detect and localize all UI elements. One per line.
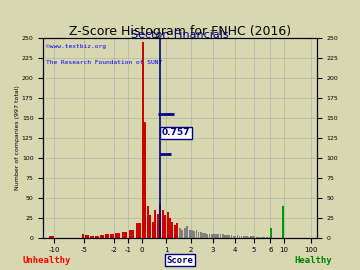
Bar <box>85 235 89 238</box>
Bar <box>259 237 260 238</box>
Text: Sector: Financials: Sector: Financials <box>131 30 229 40</box>
Bar <box>171 222 174 238</box>
Bar <box>213 234 215 238</box>
Bar <box>224 235 226 238</box>
Bar <box>237 235 238 238</box>
Bar <box>144 122 147 238</box>
Bar <box>217 234 219 238</box>
Bar <box>200 232 202 238</box>
Bar <box>115 233 121 238</box>
Bar <box>193 231 195 238</box>
Bar <box>202 233 204 238</box>
Bar <box>262 237 264 238</box>
Bar <box>136 223 141 238</box>
Bar <box>159 204 161 238</box>
Bar <box>49 236 54 238</box>
Bar <box>240 236 242 238</box>
Bar <box>256 237 257 238</box>
Bar <box>244 236 246 238</box>
Bar <box>211 234 213 238</box>
Text: ©www.textbiz.org: ©www.textbiz.org <box>46 44 106 49</box>
Bar <box>220 234 221 238</box>
Bar <box>174 225 176 238</box>
Bar <box>248 237 250 238</box>
Y-axis label: Number of companies (997 total): Number of companies (997 total) <box>15 85 20 190</box>
Bar <box>129 230 134 238</box>
Bar <box>195 230 197 238</box>
Bar <box>105 234 109 238</box>
Bar <box>147 206 149 238</box>
Bar <box>198 232 199 238</box>
Bar <box>230 235 232 238</box>
Bar <box>204 233 206 238</box>
Bar <box>261 237 262 238</box>
Bar <box>282 206 284 238</box>
Bar <box>176 223 179 238</box>
Bar <box>250 236 252 238</box>
Bar <box>207 234 208 238</box>
Bar <box>167 212 168 238</box>
Bar <box>184 228 186 238</box>
Bar <box>239 236 240 238</box>
Bar <box>81 234 84 238</box>
Bar <box>122 232 127 238</box>
Bar <box>100 235 104 238</box>
Bar <box>222 234 224 238</box>
Text: Unhealthy: Unhealthy <box>23 256 71 265</box>
Bar <box>267 237 269 238</box>
Bar <box>149 215 151 238</box>
Bar <box>152 222 154 238</box>
Bar <box>257 237 258 238</box>
Bar <box>191 230 193 238</box>
Bar <box>189 230 191 238</box>
Bar <box>164 215 166 238</box>
Title: Z-Score Histogram for FNHC (2016): Z-Score Histogram for FNHC (2016) <box>69 25 291 38</box>
Bar <box>226 235 228 238</box>
Bar <box>209 234 211 238</box>
Bar <box>90 236 94 238</box>
Text: 0.757: 0.757 <box>162 128 190 137</box>
Bar <box>270 228 272 238</box>
Bar <box>215 234 217 238</box>
Text: Healthy: Healthy <box>294 256 332 265</box>
Bar <box>179 228 181 238</box>
Bar <box>169 218 171 238</box>
Text: Score: Score <box>167 256 193 265</box>
Bar <box>246 236 248 238</box>
Bar <box>157 214 159 238</box>
Bar <box>254 236 255 238</box>
Bar <box>243 236 244 238</box>
Bar <box>266 237 267 238</box>
Bar <box>235 236 237 238</box>
Bar <box>233 236 234 238</box>
Bar <box>162 210 163 238</box>
Bar <box>110 234 114 238</box>
Bar <box>228 235 230 238</box>
Bar <box>252 236 254 238</box>
Bar <box>142 42 144 238</box>
Bar <box>264 237 265 238</box>
Bar <box>181 230 183 238</box>
Bar <box>154 210 156 238</box>
Bar <box>186 227 188 238</box>
Text: The Research Foundation of SUNY: The Research Foundation of SUNY <box>46 60 162 65</box>
Bar <box>269 237 270 238</box>
Bar <box>95 236 99 238</box>
